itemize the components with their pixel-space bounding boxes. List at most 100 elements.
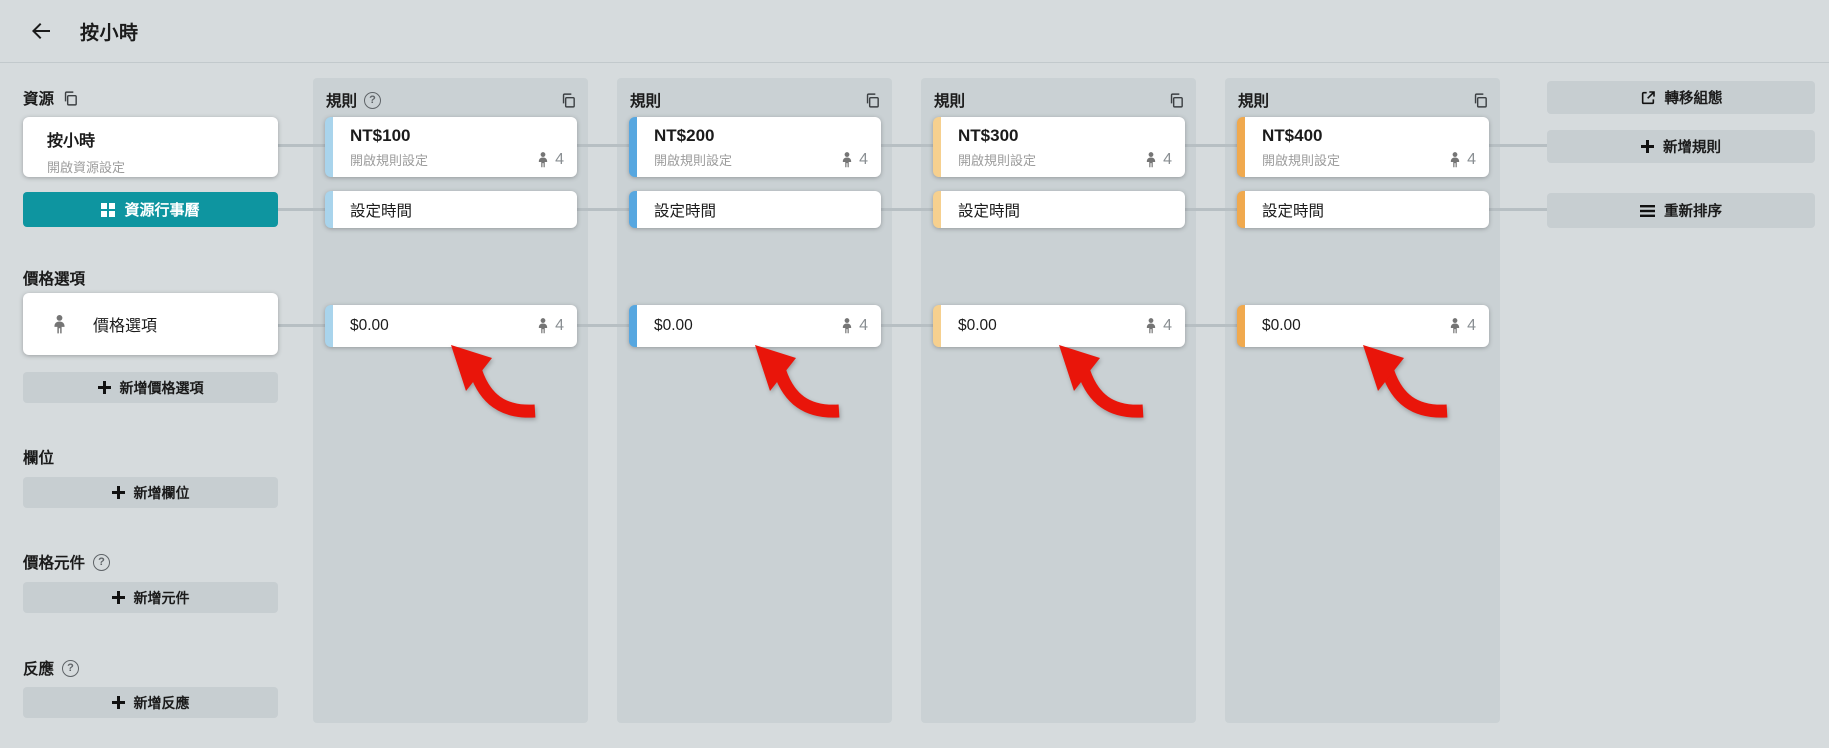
annotation-arrow xyxy=(451,345,536,418)
rule-card[interactable]: NT$400 開啟規則設定 4 xyxy=(1237,117,1489,177)
connector-line xyxy=(881,144,933,147)
rule-card[interactable]: NT$300 開啟規則設定 4 xyxy=(933,117,1185,177)
reaction-label-text: 反應 xyxy=(23,661,55,678)
copy-icon[interactable] xyxy=(864,92,881,109)
add-price-component-button[interactable]: 新增元件 xyxy=(23,582,278,613)
rule-price: NT$100 xyxy=(350,126,411,145)
resource-card[interactable]: 按小時 開啟資源設定 xyxy=(23,117,278,177)
resource-section-label: 資源 xyxy=(23,88,79,108)
rule-column-header: 規則 ? xyxy=(326,89,577,111)
resource-card-subtitle: 開啟資源設定 xyxy=(47,160,126,175)
annotation-arrow xyxy=(1363,345,1448,418)
add-field-button[interactable]: 新增欄位 xyxy=(23,477,278,508)
resource-label-text: 資源 xyxy=(23,91,55,108)
amount-value: $0.00 xyxy=(350,317,389,334)
help-icon[interactable]: ? xyxy=(364,91,382,109)
capacity-badge: 4 xyxy=(1145,317,1172,335)
person-icon xyxy=(1146,318,1156,334)
rule-column-header: 規則 xyxy=(630,89,881,111)
time-card[interactable]: 設定時間 xyxy=(629,191,881,228)
plus-icon xyxy=(1641,140,1654,153)
rule-column-header: 規則 xyxy=(934,89,1185,111)
copy-icon[interactable] xyxy=(560,92,577,109)
time-card[interactable]: 設定時間 xyxy=(325,191,577,228)
reorder-button[interactable]: 重新排序 xyxy=(1547,193,1815,228)
rule-header-text: 規則 xyxy=(630,93,662,110)
connector-line xyxy=(577,324,629,327)
resource-calendar-button[interactable]: 資源行事曆 xyxy=(23,192,278,227)
capacity-count: 4 xyxy=(859,317,868,334)
copy-icon[interactable] xyxy=(1472,92,1489,109)
rule-card[interactable]: NT$100 開啟規則設定 4 xyxy=(325,117,577,177)
rule-subtitle: 開啟規則設定 xyxy=(1262,153,1341,168)
back-arrow-icon xyxy=(32,23,50,39)
amount-value: $0.00 xyxy=(1262,317,1301,334)
price-option-label-text: 價格選項 xyxy=(23,271,86,288)
help-icon[interactable]: ? xyxy=(62,659,80,677)
capacity-badge: 4 xyxy=(1449,317,1476,335)
connector-line xyxy=(1185,324,1237,327)
rule-price: NT$300 xyxy=(958,126,1019,145)
amount-card[interactable]: $0.00 4 xyxy=(629,305,881,347)
capacity-count: 4 xyxy=(859,150,868,168)
amount-value: $0.00 xyxy=(654,317,693,334)
capacity-count: 4 xyxy=(1163,317,1172,334)
time-card[interactable]: 設定時間 xyxy=(933,191,1185,228)
connector-line xyxy=(1489,208,1547,211)
plus-icon xyxy=(111,486,125,499)
amount-card[interactable]: $0.00 4 xyxy=(933,305,1185,347)
rule-column-header: 規則 xyxy=(1238,89,1489,111)
back-button[interactable] xyxy=(24,14,58,48)
person-icon xyxy=(842,151,852,167)
plus-icon xyxy=(111,696,125,709)
annotation-arrow xyxy=(1059,345,1144,418)
time-card-label: 設定時間 xyxy=(654,202,717,220)
amount-card[interactable]: $0.00 4 xyxy=(1237,305,1489,347)
rule-column-1: 規則 ? NT$100 開啟規則設定 4 設定時間 $0.00 4 xyxy=(313,78,588,723)
annotation-arrow xyxy=(755,345,840,418)
copy-icon[interactable] xyxy=(1168,92,1185,109)
rule-subtitle: 開啟規則設定 xyxy=(654,153,733,168)
rule-subtitle: 開啟規則設定 xyxy=(350,153,429,168)
rule-column-4: 規則 NT$400 開啟規則設定 4 設定時間 $0.00 4 xyxy=(1225,78,1500,723)
add-price-option-button[interactable]: 新增價格選項 xyxy=(23,372,278,403)
amount-card[interactable]: $0.00 4 xyxy=(325,305,577,347)
person-icon xyxy=(842,318,852,334)
grid-icon xyxy=(101,202,116,217)
time-card[interactable]: 設定時間 xyxy=(1237,191,1489,228)
field-section-label: 欄位 xyxy=(23,447,54,467)
connector-line xyxy=(1489,144,1547,147)
time-card-label: 設定時間 xyxy=(350,202,413,220)
time-card-label: 設定時間 xyxy=(1262,202,1325,220)
help-icon[interactable]: ? xyxy=(93,553,111,571)
connector-line xyxy=(881,324,933,327)
connector-line xyxy=(278,324,325,327)
transfer-config-button[interactable]: 轉移組態 xyxy=(1547,81,1815,114)
capacity-count: 4 xyxy=(1467,150,1476,168)
add-rule-label: 新增規則 xyxy=(1663,140,1721,156)
add-reaction-button[interactable]: 新增反應 xyxy=(23,687,278,718)
price-option-card[interactable]: 價格選項 xyxy=(23,293,278,355)
rule-price: NT$200 xyxy=(654,126,715,145)
rule-header-text: 規則 xyxy=(934,93,966,110)
plus-icon xyxy=(111,591,125,604)
export-icon xyxy=(1641,90,1655,104)
add-rule-button[interactable]: 新增規則 xyxy=(1547,130,1815,163)
capacity-badge: 4 xyxy=(537,151,564,169)
connector-line xyxy=(1185,208,1237,211)
add-price-option-label: 新增價格選項 xyxy=(119,379,204,396)
resource-card-title: 按小時 xyxy=(47,133,96,150)
topbar: 按小時 xyxy=(0,0,1829,63)
rule-card[interactable]: NT$200 開啟規則設定 4 xyxy=(629,117,881,177)
rule-header-text: 規則 xyxy=(1238,93,1270,110)
rule-column-2: 規則 NT$200 開啟規則設定 4 設定時間 $0.00 4 xyxy=(617,78,892,723)
capacity-count: 4 xyxy=(1467,317,1476,334)
price-component-label-text: 價格元件 xyxy=(23,555,86,572)
price-option-section-label: 價格選項 xyxy=(23,268,85,288)
connector-line xyxy=(278,208,325,211)
copy-icon[interactable] xyxy=(62,90,79,107)
person-icon xyxy=(538,151,548,167)
capacity-badge: 4 xyxy=(1145,151,1172,169)
capacity-badge: 4 xyxy=(841,151,868,169)
